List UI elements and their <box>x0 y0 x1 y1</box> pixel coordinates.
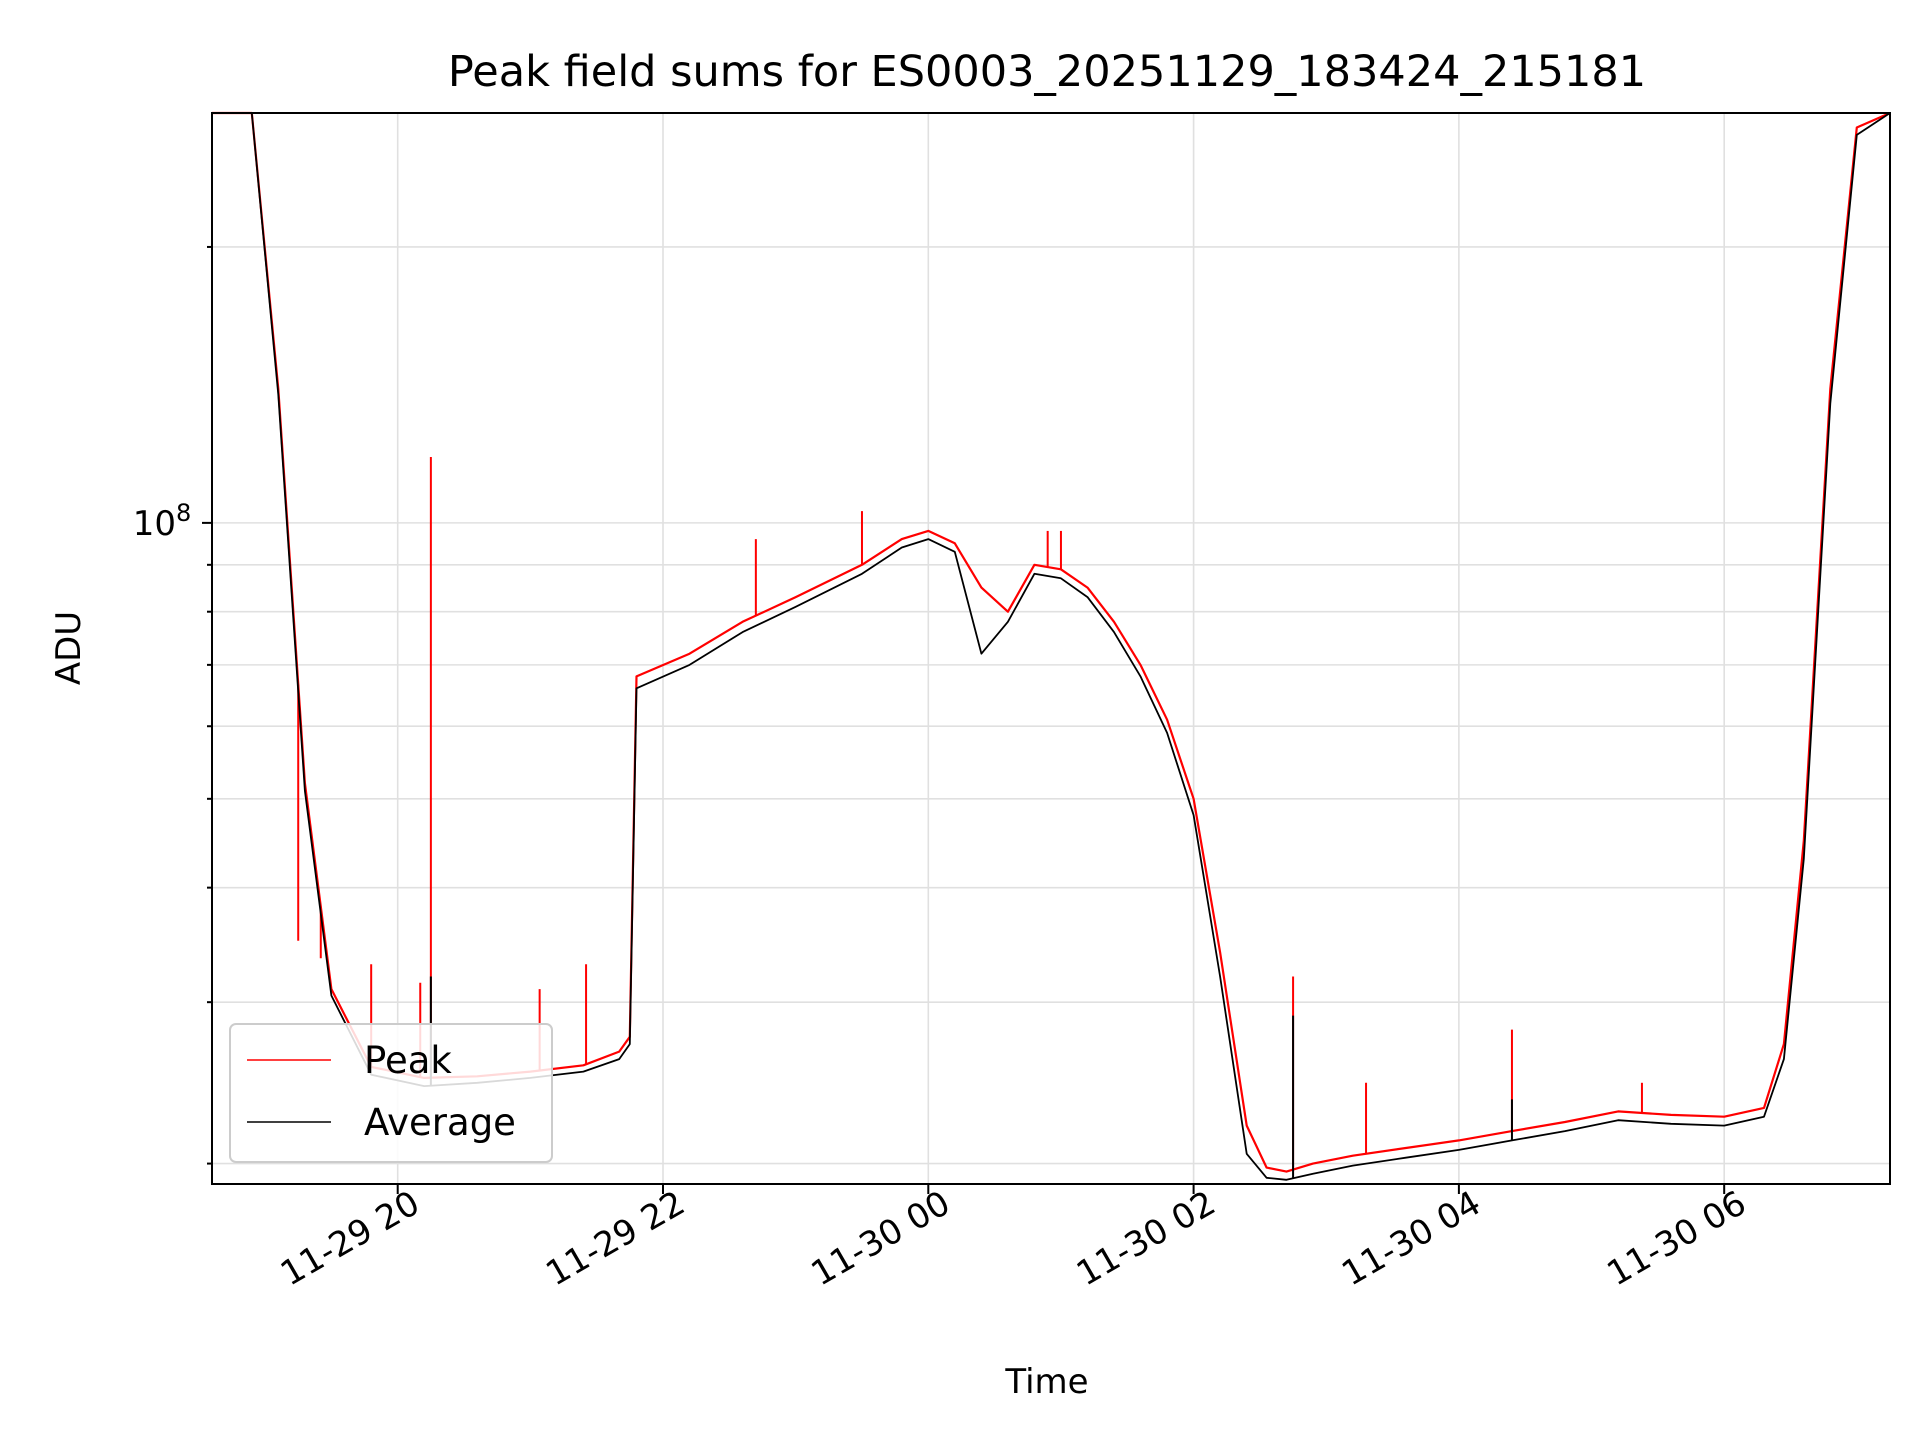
legend-box <box>229 1023 553 1163</box>
grid-layer <box>212 113 1890 1184</box>
legend-label-average: Average <box>364 1101 516 1144</box>
chart-title: Peak field sums for ES0003_20251129_1834… <box>448 47 1646 97</box>
legend-label-peak: Peak <box>364 1039 452 1082</box>
y-axis-label: ADU <box>49 611 89 685</box>
plot-frame <box>211 112 1891 1185</box>
legend: Peak Average <box>229 1023 553 1163</box>
y-tick-label: 108 <box>133 499 192 544</box>
y-tick-label-exponent: 8 <box>176 499 191 527</box>
x-axis-label: Time <box>1004 1362 1088 1402</box>
